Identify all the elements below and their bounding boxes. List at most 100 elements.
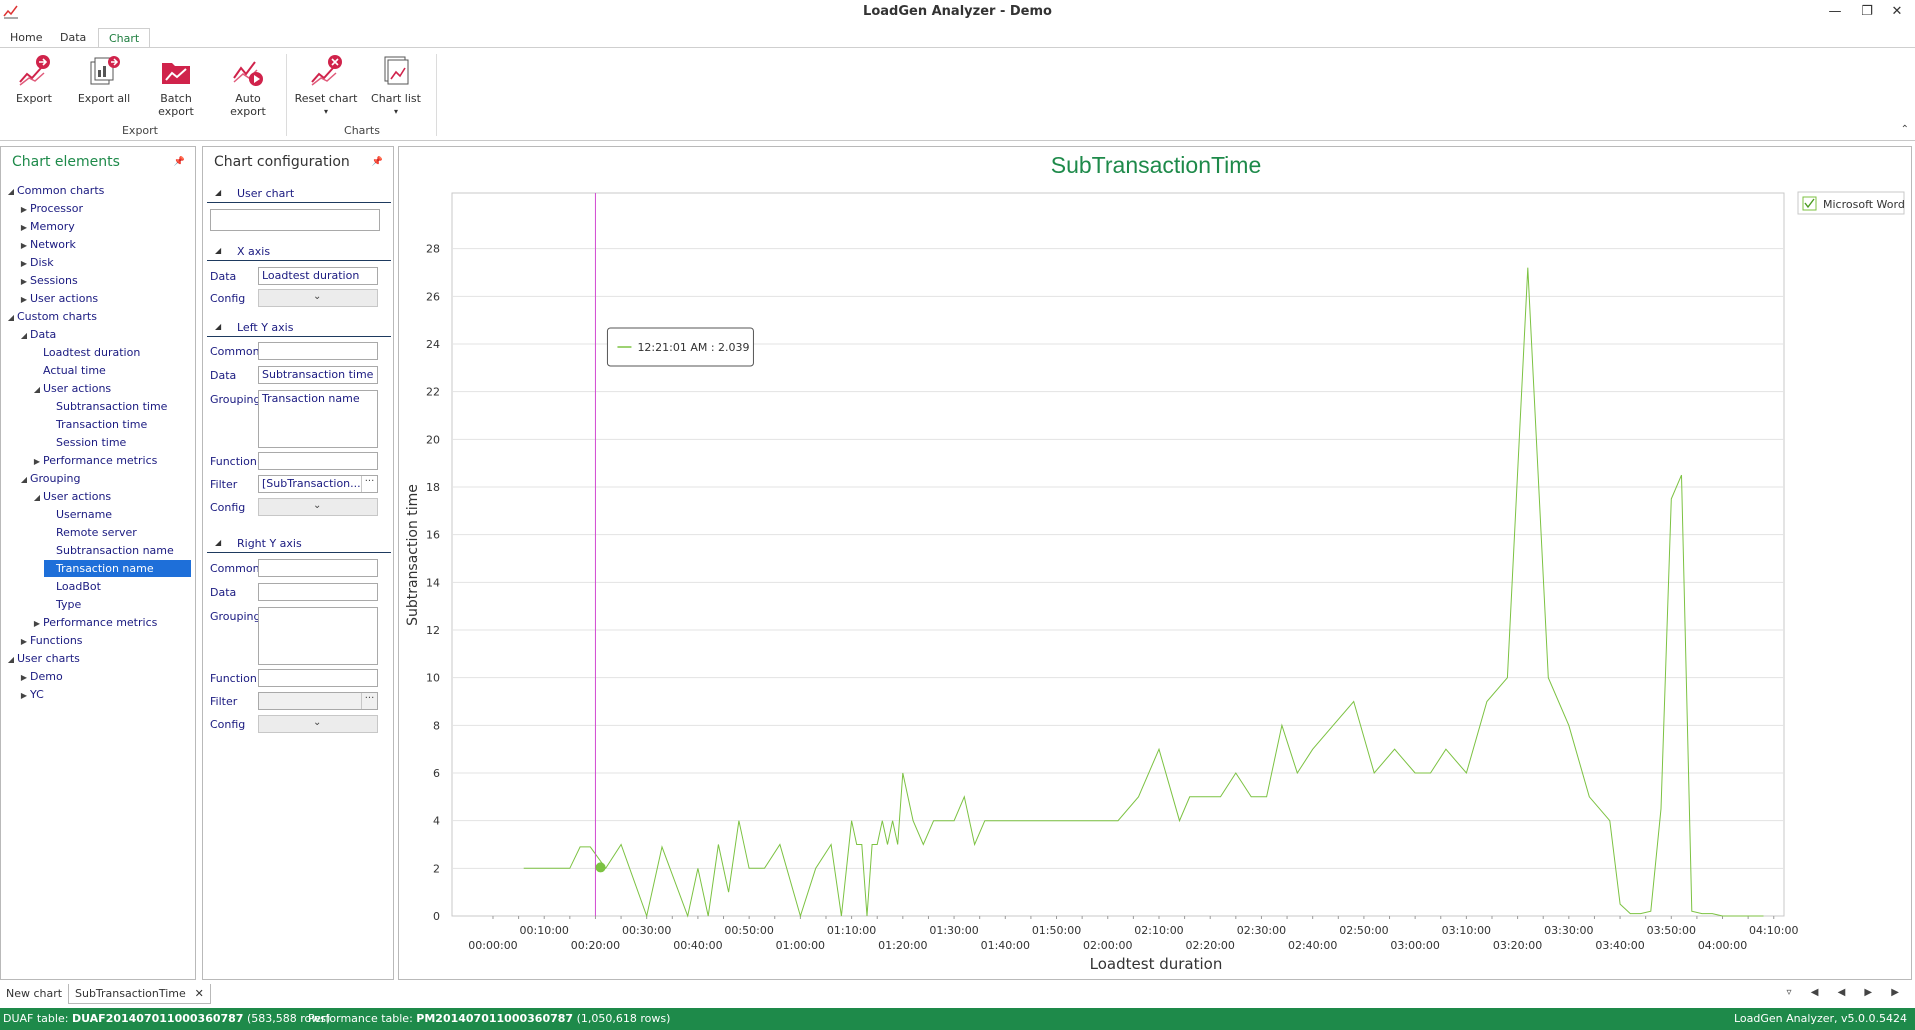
tree-item[interactable]: ▶ Disk [18,254,54,271]
expanded-arrow-icon[interactable]: ◢ [33,385,41,394]
tree-item[interactable]: Type [44,596,81,613]
chart-canvas[interactable]: SubTransactionTime 024681012141618202224… [399,147,1911,979]
close-tab-icon[interactable]: ✕ [194,987,204,1000]
left-y-axis-section[interactable]: ◢ Left Y axis [207,319,391,337]
right-common-field[interactable] [258,559,378,577]
chart-list-button[interactable]: Chart list ▾ [364,54,428,118]
charts-group-label: Charts [344,124,380,137]
tree-item[interactable]: ◢ User charts [5,650,80,667]
tree-item[interactable]: ▶ Functions [18,632,83,649]
tree-item[interactable]: ◢ Custom charts [5,308,97,325]
collapsed-arrow-icon[interactable]: ▶ [20,277,28,286]
expanded-arrow-icon[interactable]: ◢ [33,493,41,502]
tree-item[interactable]: Username [44,506,112,523]
tree-item[interactable]: ▶ User actions [18,290,98,307]
tree-item[interactable]: Subtransaction name [44,542,174,559]
tree-item[interactable]: LoadBot [44,578,101,595]
collapsed-arrow-icon[interactable]: ▶ [20,241,28,250]
collapsed-arrow-icon[interactable]: ▶ [20,637,28,646]
user-chart-section[interactable]: ◢ User chart [207,185,391,203]
collapsed-arrow-icon[interactable]: ▶ [20,691,28,700]
tree-item[interactable]: Transaction time [44,416,147,433]
reset-chart-button[interactable]: Reset chart ▾ [294,54,358,118]
right-filter-field[interactable]: ··· [258,692,378,710]
perf-label: Performance table: [308,1012,413,1025]
chart-elements-panel: Chart elements 📌 ◢ Common charts ▶ Processo… [0,146,196,980]
expanded-arrow-icon[interactable]: ◢ [20,331,28,340]
pin-icon[interactable]: 📌 [173,157,185,167]
pin-icon[interactable]: 📌 [371,157,383,167]
ellipsis-button[interactable]: ··· [361,693,377,709]
right-data-field[interactable] [258,583,378,601]
auto-export-button[interactable]: Auto export [216,54,280,118]
y-axis-label: Subtransaction time [405,484,421,626]
legend-entry: Microsoft Word [1823,198,1905,211]
gridlines [452,248,1784,869]
right-y-axis-section[interactable]: ◢ Right Y axis [207,535,391,553]
expanded-arrow-icon[interactable]: ◢ [7,655,15,664]
tree-item[interactable]: ▶ Sessions [18,272,78,289]
right-grouping-field[interactable] [258,607,378,665]
restore-button[interactable]: ❐ [1861,4,1873,19]
x-config-dropdown[interactable]: ⌄ [258,289,378,307]
batch-export-button[interactable]: Batch export [144,54,208,118]
tree-item[interactable]: Remote server [44,524,137,541]
tree-item[interactable]: ▶ Performance metrics [31,614,157,631]
export-all-button[interactable]: Export all [72,54,136,105]
tab-subtransactiontime[interactable]: SubTransactionTime ✕ [68,984,211,1004]
tree-item[interactable]: ▶ Demo [18,668,63,685]
tab-home[interactable]: Home [10,31,43,44]
collapsed-arrow-icon[interactable]: ▶ [33,619,41,628]
left-filter-field[interactable]: [SubTransaction... ··· [258,475,378,493]
collapsed-arrow-icon[interactable]: ▶ [20,673,28,682]
tree-item[interactable]: ▶ Processor [18,200,83,217]
tree-item[interactable]: ▶ Network [18,236,76,253]
expanded-arrow-icon[interactable]: ◢ [7,313,15,322]
minimize-button[interactable]: — [1828,4,1842,19]
tree-item[interactable]: Loadtest duration [31,344,140,361]
collapsed-arrow-icon[interactable]: ▶ [20,223,28,232]
left-grouping-field[interactable]: Transaction name [258,390,378,448]
app-logo-icon [3,5,18,19]
collapsed-arrow-icon[interactable]: ▶ [33,457,41,466]
chevron-down-icon: ⌄ [313,500,322,511]
right-function-field[interactable] [258,669,378,687]
section-label: Right Y axis [237,537,302,550]
left-common-field[interactable] [258,342,378,360]
user-chart-input[interactable] [210,209,380,231]
tab-data[interactable]: Data [60,31,87,44]
collapsed-arrow-icon[interactable]: ▶ [20,259,28,268]
tab-chart[interactable]: Chart [98,28,151,48]
export-button[interactable]: Export [2,54,66,105]
tree-item[interactable]: Actual time [31,362,106,379]
left-function-field[interactable] [258,452,378,470]
ellipsis-button[interactable]: ··· [361,476,377,492]
x-data-field[interactable]: Loadtest duration [258,267,378,285]
tree-item[interactable]: Subtransaction time [44,398,167,415]
expanded-arrow-icon[interactable]: ◢ [7,187,15,196]
left-config-dropdown[interactable]: ⌄ [258,498,378,516]
x-axis-section[interactable]: ◢ X axis [207,243,391,261]
tree-item[interactable]: ▶ YC [18,686,44,703]
tree-item[interactable]: ◢ Data [18,326,56,343]
tree-item[interactable]: ▶ Memory [18,218,75,235]
tab-navigation[interactable]: ▿ ◀ ◀ ▶ ▶ [1786,987,1907,998]
collapse-ribbon-icon[interactable]: ⌃ [1900,124,1909,135]
tree-item-label: Grouping [30,472,81,485]
tree-item[interactable]: ▶ Performance metrics [31,452,157,469]
close-button[interactable]: ✕ [1891,4,1903,19]
tree-item[interactable]: ◢ Common charts [5,182,104,199]
tree-item[interactable]: ◢ Grouping [18,470,81,487]
legend[interactable]: Microsoft Word [1797,191,1905,215]
tab-new-chart[interactable]: New chart [6,987,63,1000]
tree-item[interactable]: ◢ User actions [31,380,111,397]
left-filter-label: Filter [210,478,238,491]
collapsed-arrow-icon[interactable]: ▶ [20,295,28,304]
expanded-arrow-icon[interactable]: ◢ [20,475,28,484]
collapsed-arrow-icon[interactable]: ▶ [20,205,28,214]
tree-item[interactable]: Transaction name [44,560,191,577]
tree-item[interactable]: Session time [44,434,126,451]
right-config-dropdown[interactable]: ⌄ [258,715,378,733]
left-data-field[interactable]: Subtransaction time [258,366,378,384]
tree-item[interactable]: ◢ User actions [31,488,111,505]
